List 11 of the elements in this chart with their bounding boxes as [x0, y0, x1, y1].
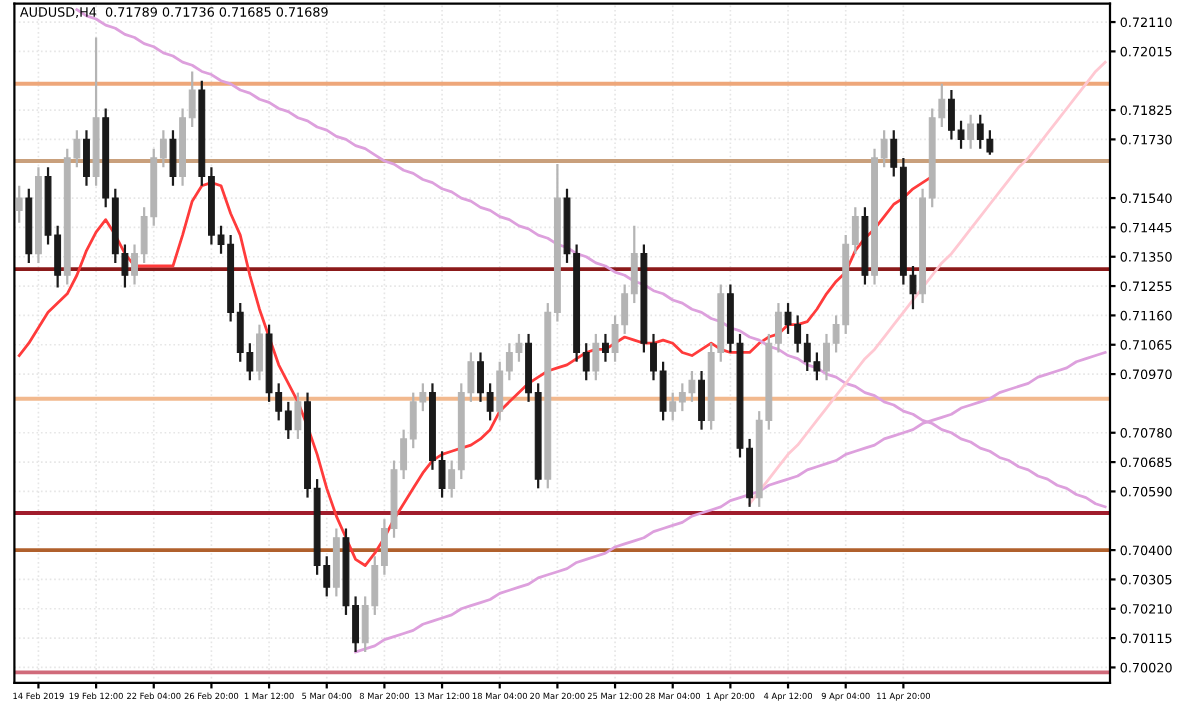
line-series	[17, 175, 934, 567]
candlestick	[602, 332, 609, 363]
candlestick	[83, 129, 90, 187]
candlestick	[592, 332, 600, 382]
candlestick	[698, 369, 705, 431]
candlestick	[256, 323, 263, 382]
candlestick	[169, 129, 177, 187]
candlestick	[294, 391, 302, 441]
candlestick	[15, 184, 23, 224]
line-series	[748, 60, 1107, 506]
candlestick	[967, 113, 975, 150]
